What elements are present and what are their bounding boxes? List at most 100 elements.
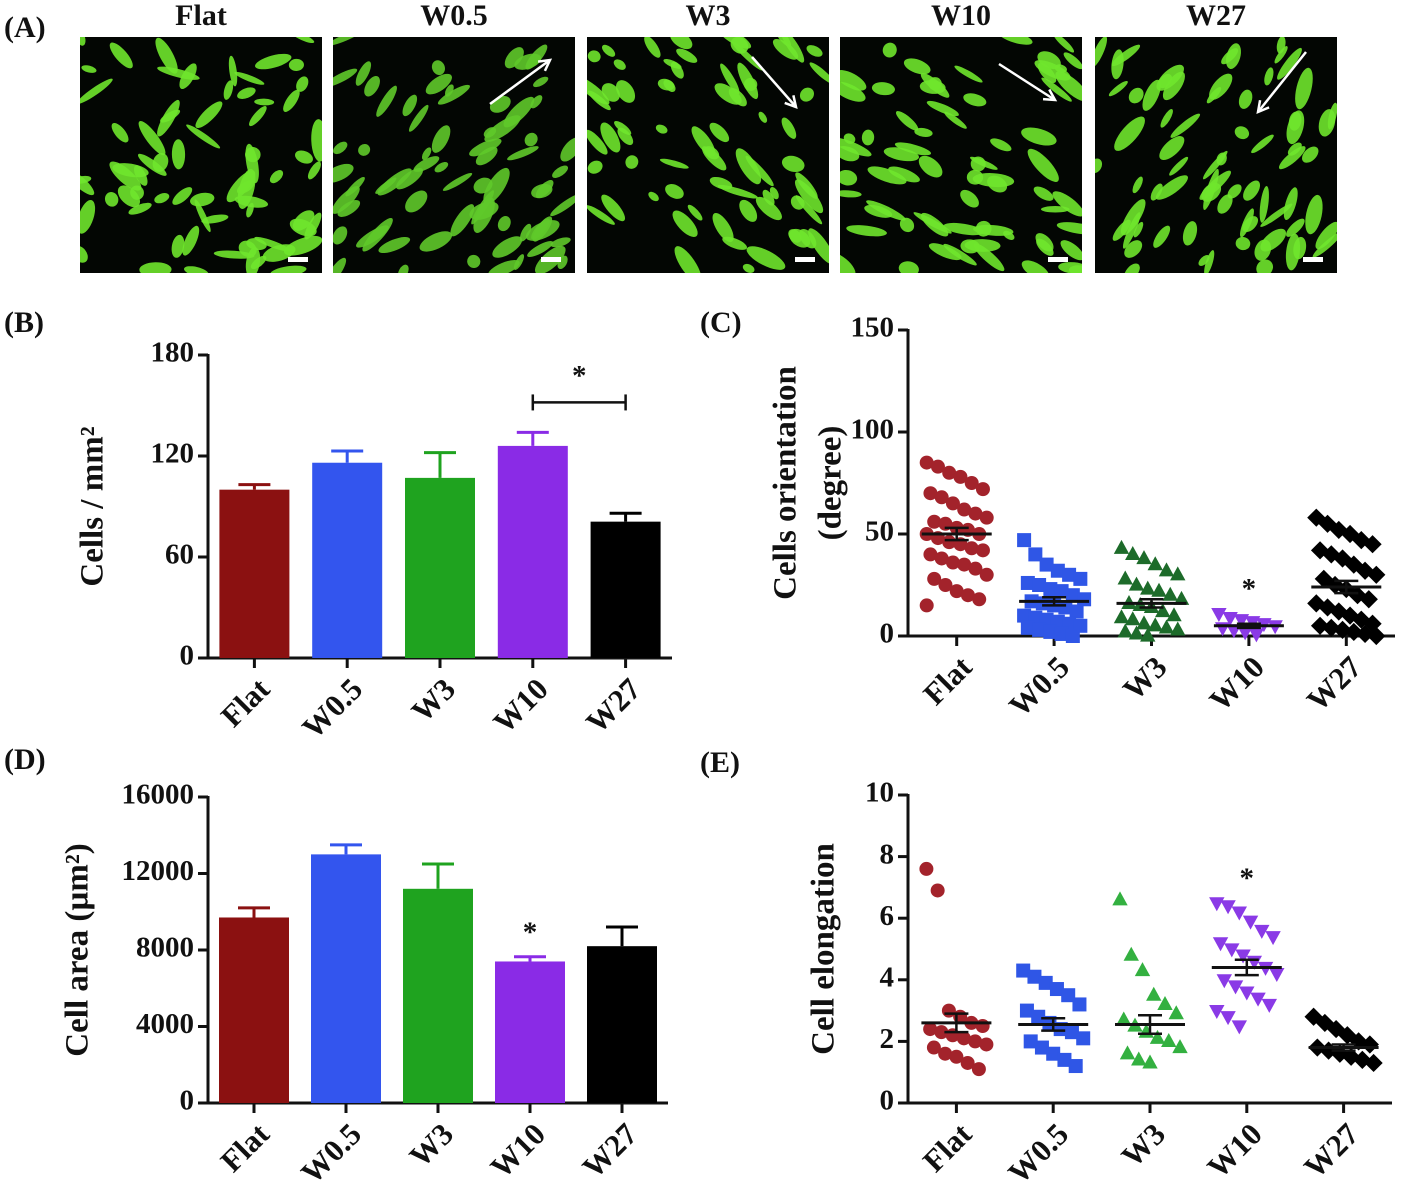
cell xyxy=(80,78,113,104)
cell xyxy=(672,210,698,238)
cell xyxy=(1124,240,1143,258)
cell xyxy=(1063,52,1082,70)
point xyxy=(934,1025,949,1040)
cell xyxy=(867,166,907,185)
point xyxy=(979,567,994,582)
cell xyxy=(997,37,1033,45)
y-tick-label: 50 xyxy=(865,516,894,548)
point xyxy=(957,557,972,572)
point xyxy=(1049,982,1064,997)
x-tick-label: W0.5 xyxy=(295,671,369,745)
cell xyxy=(861,129,875,146)
point xyxy=(1173,590,1190,605)
point xyxy=(938,578,953,592)
point xyxy=(1149,1029,1166,1044)
point xyxy=(1113,609,1130,624)
point xyxy=(1227,980,1244,995)
point xyxy=(1147,556,1163,571)
cell xyxy=(926,100,959,117)
point xyxy=(956,1031,971,1046)
point xyxy=(1077,592,1092,607)
point xyxy=(1170,621,1186,636)
point xyxy=(919,861,934,876)
cell xyxy=(1216,152,1227,166)
cell xyxy=(739,199,758,222)
cell xyxy=(1318,109,1336,137)
cell xyxy=(295,150,313,164)
point xyxy=(971,1062,986,1077)
cell xyxy=(1209,73,1233,100)
cell xyxy=(1225,43,1241,69)
cell xyxy=(840,137,872,157)
point xyxy=(1017,533,1032,548)
arrow-head xyxy=(1042,88,1058,102)
x-tick-label: W3 xyxy=(1114,1116,1172,1174)
cell xyxy=(625,155,639,169)
cell xyxy=(255,53,292,70)
cell xyxy=(871,82,895,96)
cell xyxy=(475,146,498,166)
arrow xyxy=(751,56,797,108)
point xyxy=(1068,1059,1083,1074)
cell xyxy=(358,144,371,156)
y-tick-label: 6 xyxy=(880,900,895,932)
point xyxy=(1073,571,1088,586)
cell xyxy=(687,204,703,221)
cell xyxy=(154,193,170,204)
cell xyxy=(840,70,867,91)
point xyxy=(1265,931,1281,946)
panel-label: (B) xyxy=(4,306,44,339)
cell xyxy=(109,161,142,191)
cell xyxy=(1155,175,1188,200)
point xyxy=(1237,626,1253,641)
point xyxy=(1157,996,1173,1011)
y-tick-label: 16000 xyxy=(122,779,195,811)
y-tick-label: 120 xyxy=(151,438,195,470)
cell xyxy=(781,155,805,173)
cell xyxy=(437,84,470,105)
arrow-head xyxy=(1256,99,1270,115)
point xyxy=(957,502,972,517)
cell xyxy=(171,234,185,258)
point xyxy=(1112,891,1128,906)
cell xyxy=(471,190,495,225)
cell xyxy=(674,246,702,273)
cell xyxy=(80,37,86,46)
cell xyxy=(81,65,97,73)
cell xyxy=(1142,79,1161,111)
micrograph xyxy=(80,37,322,273)
cell xyxy=(1251,134,1274,154)
cell xyxy=(532,216,553,242)
point xyxy=(1069,604,1084,619)
image-title: W10 xyxy=(931,0,991,32)
y-tick-label: 0 xyxy=(180,1085,195,1117)
point xyxy=(1134,962,1151,977)
point xyxy=(919,455,934,470)
point xyxy=(1222,612,1238,627)
cell xyxy=(735,148,762,185)
point xyxy=(1231,906,1247,921)
point xyxy=(1224,943,1240,958)
cell xyxy=(665,184,684,199)
cell xyxy=(492,236,523,258)
point xyxy=(1113,539,1130,554)
cell xyxy=(714,83,742,105)
cell xyxy=(445,84,454,97)
cell xyxy=(194,199,211,233)
cell xyxy=(1260,203,1293,227)
cell xyxy=(1040,206,1070,213)
point xyxy=(927,514,942,529)
cell xyxy=(1052,191,1082,217)
cell xyxy=(507,146,539,161)
cell xyxy=(659,158,689,169)
y-tick-label: 180 xyxy=(151,337,195,369)
cell xyxy=(1159,136,1185,161)
cell xyxy=(1238,89,1253,109)
bar xyxy=(590,521,661,658)
cell xyxy=(469,138,502,157)
chart: (E) Cell elongation 0 2 4 6 8 10 Flat W0.5 W3 W10 W2… xyxy=(700,746,1392,1190)
point xyxy=(1034,1040,1049,1055)
cell xyxy=(182,225,200,256)
point xyxy=(1170,566,1186,581)
cell xyxy=(304,212,322,240)
